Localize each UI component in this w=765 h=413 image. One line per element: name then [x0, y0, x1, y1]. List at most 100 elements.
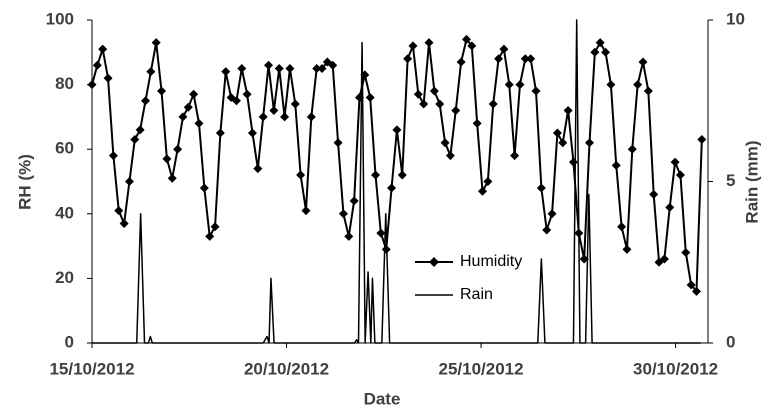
data-point — [488, 99, 498, 109]
data-point — [504, 80, 514, 90]
x-tick-label: 15/10/2012 — [49, 359, 134, 378]
data-point — [264, 60, 274, 70]
data-point — [103, 73, 113, 83]
data-point — [601, 47, 611, 57]
data-point — [568, 157, 578, 167]
data-point — [333, 138, 343, 148]
data-point — [445, 151, 455, 161]
data-point — [397, 170, 407, 180]
data-point — [162, 154, 172, 164]
data-point — [483, 177, 493, 186]
data-point — [119, 218, 129, 228]
data-point — [247, 128, 257, 138]
data-point — [157, 86, 167, 96]
data-point — [98, 44, 108, 54]
data-point — [242, 89, 252, 99]
data-point — [590, 47, 600, 57]
data-point — [638, 57, 648, 67]
data-point — [467, 41, 477, 51]
data-point — [199, 183, 209, 193]
data-point — [510, 151, 520, 161]
data-point — [173, 144, 183, 154]
y-tick-label: 20 — [55, 268, 74, 287]
data-point — [140, 96, 150, 106]
data-point — [659, 254, 669, 264]
data-point — [429, 86, 439, 96]
data-point — [215, 128, 225, 138]
legend-marker — [429, 257, 439, 267]
y-axis-title: RH (%) — [15, 154, 34, 210]
data-point — [108, 151, 118, 161]
x-tick-label: 20/10/2012 — [244, 359, 329, 378]
data-point — [146, 67, 156, 77]
y2-tick-label: 10 — [726, 9, 745, 28]
data-point — [403, 54, 413, 64]
data-point — [124, 177, 134, 186]
data-point — [269, 105, 279, 115]
y2-tick-label: 5 — [726, 171, 735, 190]
data-point — [622, 244, 632, 254]
data-point — [558, 138, 568, 148]
data-point — [312, 63, 322, 73]
data-point — [376, 228, 386, 238]
data-point — [210, 222, 220, 232]
data-point — [365, 93, 375, 103]
data-point — [419, 99, 429, 109]
series-line — [91, 38, 703, 293]
data-point — [681, 248, 691, 258]
data-point — [194, 118, 204, 128]
data-point — [531, 86, 541, 96]
y-tick-label: 40 — [55, 203, 74, 222]
data-point — [178, 112, 188, 122]
data-point — [274, 63, 284, 73]
data-point — [440, 138, 450, 148]
data-point — [349, 196, 359, 206]
data-point — [633, 80, 643, 90]
data-point — [435, 99, 445, 109]
data-point — [237, 63, 247, 73]
data-point — [579, 254, 589, 264]
data-point — [515, 80, 525, 90]
data-point — [290, 99, 300, 109]
y2-axis-title: Rain (mm) — [742, 140, 761, 223]
data-point — [392, 125, 402, 135]
data-point — [595, 38, 605, 48]
data-point — [456, 57, 466, 67]
data-point — [670, 157, 680, 167]
x-tick-label: 25/10/2012 — [439, 359, 524, 378]
data-point — [387, 183, 397, 193]
data-point — [697, 135, 707, 145]
data-point — [611, 160, 621, 170]
data-point — [135, 125, 145, 135]
data-point — [306, 112, 316, 122]
data-point — [371, 170, 381, 180]
data-point — [627, 144, 637, 154]
data-point — [472, 118, 482, 128]
legend-label: Rain — [460, 286, 493, 303]
x-tick-label: 30/10/2012 — [633, 359, 718, 378]
data-point — [344, 231, 354, 241]
data-point — [536, 183, 546, 193]
x-axis-title: Date — [364, 389, 401, 408]
data-point — [328, 60, 338, 70]
data-point — [258, 112, 268, 122]
data-point — [167, 173, 177, 183]
data-point — [301, 206, 311, 216]
data-point — [92, 60, 102, 70]
data-point — [526, 54, 536, 64]
data-point — [520, 54, 530, 64]
y-tick-label: 100 — [46, 9, 74, 28]
data-point — [461, 34, 471, 44]
data-point — [189, 89, 199, 99]
data-point — [183, 102, 193, 112]
data-point — [494, 54, 504, 64]
series-line — [92, 19, 701, 344]
data-point — [547, 209, 557, 219]
data-point — [675, 170, 685, 180]
data-point — [296, 170, 306, 180]
data-point — [649, 189, 659, 199]
data-point — [643, 86, 653, 96]
data-point — [205, 231, 215, 241]
data-point — [665, 202, 675, 212]
